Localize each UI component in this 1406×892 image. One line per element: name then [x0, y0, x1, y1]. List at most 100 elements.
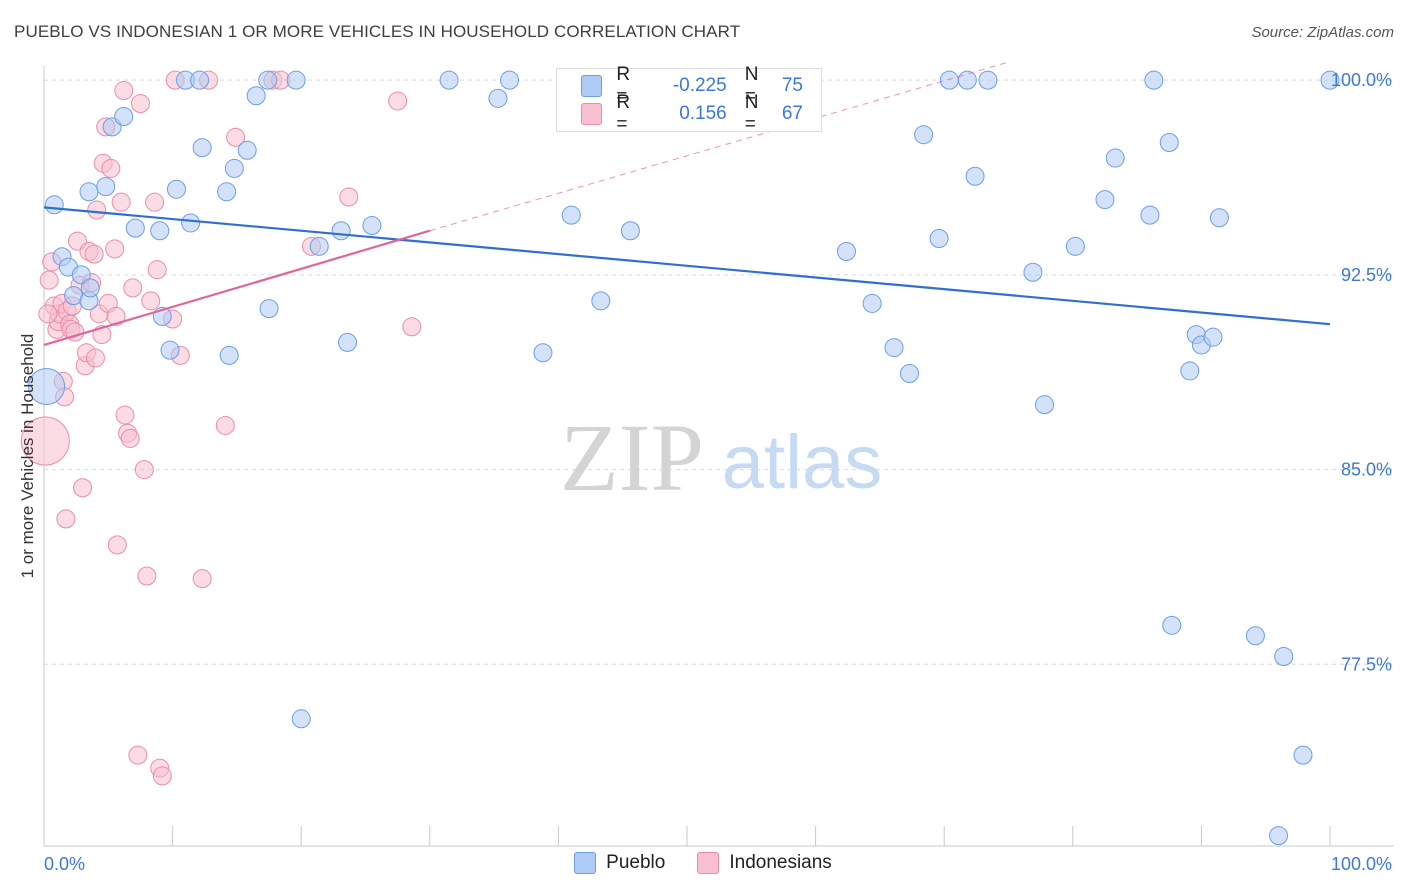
indonesians-point	[123, 278, 143, 298]
y-tick-label: 100.0%	[1331, 70, 1392, 90]
pueblo-legend-swatch	[574, 852, 597, 874]
pueblo-point	[160, 340, 180, 360]
y-tick-label: 77.5%	[1341, 654, 1392, 674]
indonesians-point	[141, 291, 161, 311]
pueblo-point	[166, 179, 186, 199]
pueblo-point	[331, 221, 351, 241]
pueblo-point	[1023, 262, 1043, 282]
pueblo-point	[286, 70, 306, 90]
pueblo-point	[1274, 646, 1294, 666]
indonesians-legend-swatch	[697, 852, 720, 874]
pueblo-point	[217, 182, 237, 202]
indonesians-point	[114, 81, 134, 101]
pueblo-point	[914, 125, 934, 145]
pueblo-point	[291, 709, 311, 729]
pueblo-point	[362, 216, 382, 236]
pueblo-point	[125, 218, 145, 238]
indonesians-point	[192, 569, 212, 589]
indonesians-point	[85, 348, 105, 368]
series-legend: Pueblo Indonesians	[0, 852, 1406, 874]
pueblo-point	[500, 70, 520, 90]
pueblo-point	[1162, 615, 1182, 635]
indonesians-point	[339, 187, 359, 207]
pueblo-point	[337, 332, 357, 352]
legend-row-pueblo: R = -0.225 N = 75	[581, 64, 821, 107]
pueblo-point	[1269, 826, 1289, 846]
indonesians-swatch	[581, 103, 603, 125]
legend-row-indonesians: R = 0.156 N = 67	[581, 92, 821, 135]
indonesians-point	[105, 239, 125, 259]
n-label: N =	[744, 92, 759, 135]
pueblo-point	[309, 236, 329, 256]
indonesians-trend-extension	[429, 61, 1009, 232]
indonesians-point	[226, 127, 246, 147]
pueblo-point	[1180, 361, 1200, 381]
n-value: 75	[781, 75, 803, 96]
pueblo-point	[79, 182, 99, 202]
r-label: R =	[616, 64, 631, 107]
watermark-zip: ZIP	[560, 404, 704, 511]
indonesians-point	[106, 306, 126, 326]
indonesians-point	[38, 304, 58, 324]
pueblo-point	[1293, 745, 1313, 765]
legend-item-pueblo: Pueblo	[574, 852, 665, 874]
pueblo-point	[591, 291, 611, 311]
pueblo-point	[965, 166, 985, 186]
watermark: ZIP atlas	[560, 404, 882, 511]
indonesians-point	[137, 566, 157, 586]
pueblo-point	[71, 265, 91, 285]
indonesians-point	[39, 270, 59, 290]
pueblo-point	[1105, 148, 1125, 168]
r-value: 0.156	[679, 103, 727, 124]
indonesians-point	[128, 745, 148, 765]
pueblo-point	[439, 70, 459, 90]
indonesians-point	[101, 158, 121, 178]
indonesians-point	[87, 200, 107, 220]
indonesians-point	[111, 192, 131, 212]
pueblo-point	[836, 242, 856, 262]
pueblo-point	[192, 138, 212, 158]
indonesians-point	[134, 460, 154, 480]
pueblo-point	[1209, 208, 1229, 228]
indonesians-points	[20, 70, 422, 786]
pueblo-point	[620, 221, 640, 241]
pueblo-point	[181, 213, 201, 233]
pueblo-point	[1065, 236, 1085, 256]
pueblo-point	[258, 70, 278, 90]
indonesians-point	[402, 317, 422, 337]
pueblo-point	[259, 299, 279, 319]
legend-item-indonesians: Indonesians	[697, 852, 832, 874]
pueblo-point	[80, 278, 100, 298]
y-tick-label: 85.0%	[1341, 460, 1392, 480]
pueblo-point	[1144, 70, 1164, 90]
pueblo-point	[957, 70, 977, 90]
axes	[43, 66, 1394, 847]
pueblo-point	[224, 158, 244, 178]
pueblo-point	[1140, 205, 1160, 225]
pueblo-point	[533, 343, 553, 363]
indonesians-point	[56, 509, 76, 529]
indonesians-point	[130, 94, 150, 114]
pueblo-point	[96, 177, 116, 197]
pueblo-point	[28, 368, 66, 406]
pueblo-point	[488, 88, 508, 108]
indonesians-point	[215, 415, 235, 435]
pueblo-point	[219, 345, 239, 365]
indonesians-point	[20, 416, 70, 466]
tick-labels: 100.0% 92.5% 85.0% 77.5% 0.0% 100.0%	[44, 70, 1392, 874]
pueblo-trend-line	[43, 206, 1331, 326]
pueblo-point	[561, 205, 581, 225]
pueblo-point	[1245, 626, 1265, 646]
indonesians-point	[388, 91, 408, 111]
pueblo-point	[1035, 395, 1055, 415]
y-axis-label: 1 or more Vehicles in Household	[18, 333, 37, 579]
watermark-atlas: atlas	[722, 420, 883, 505]
y-tick-label: 92.5%	[1341, 265, 1392, 285]
trend-lines	[43, 61, 1331, 347]
indonesians-point	[145, 192, 165, 212]
indonesians-legend-label: Indonesians	[729, 852, 832, 873]
pueblo-point	[114, 107, 134, 127]
pueblo-point	[929, 229, 949, 249]
pueblo-point	[978, 70, 998, 90]
